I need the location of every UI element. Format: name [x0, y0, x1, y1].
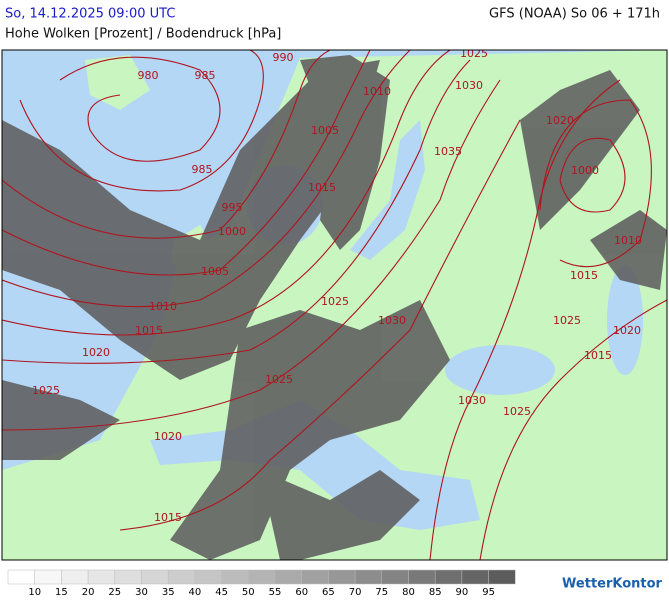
legend-swatch	[434, 569, 463, 585]
legend-label: 45	[215, 587, 228, 598]
legend-swatch	[61, 569, 89, 585]
isobar-label: 1015	[135, 324, 163, 337]
model: GFS (NOAA) So 06 + 171h	[489, 7, 660, 22]
legend-label: 70	[349, 587, 362, 598]
isobar-label: 1010	[614, 234, 642, 247]
legend-swatch	[167, 569, 196, 585]
legend-swatch	[7, 569, 35, 585]
legend-swatch	[87, 569, 116, 585]
caspian	[607, 265, 643, 375]
isobar-label: 1030	[378, 314, 406, 327]
legend-label: 40	[189, 587, 202, 598]
legend-swatch	[488, 569, 516, 585]
legend-label: 55	[269, 587, 282, 598]
isobar-label: 1015	[570, 269, 598, 282]
isobar-label: 985	[192, 163, 213, 176]
legend-label: 35	[162, 587, 175, 598]
clouds	[2, 55, 667, 560]
isobar-label: 1030	[458, 394, 486, 407]
isobar-label: 1020	[613, 324, 641, 337]
isobar-label: 1025	[553, 314, 581, 327]
isobar-label: 1025	[503, 405, 531, 418]
isobar-label: 1025	[321, 295, 349, 308]
isobar-label: 990	[273, 51, 294, 64]
datetime: So, 14.12.2025 09:00 UTC	[5, 7, 175, 22]
land	[85, 55, 150, 110]
isobar-label: 1030	[455, 79, 483, 92]
legend-swatch	[408, 569, 436, 585]
legend-label: 95	[482, 587, 495, 598]
land	[2, 50, 667, 560]
legend-label: 90	[456, 587, 469, 598]
legend-label: 65	[322, 587, 335, 598]
legend-label: 85	[429, 587, 442, 598]
legend-swatch	[301, 569, 329, 585]
isobar-label: 1025	[265, 373, 293, 386]
baltic	[350, 120, 425, 260]
legend-swatch	[381, 569, 409, 585]
legend-swatch	[194, 569, 222, 585]
black-sea	[445, 345, 555, 395]
logo: WetterKontor	[562, 577, 663, 592]
isobar-label: 1000	[571, 164, 599, 177]
isobar-label: 995	[222, 201, 243, 214]
isobar-label: 1025	[32, 384, 60, 397]
legend-swatch	[328, 569, 356, 585]
map: 990 980 985 1025 1030 1010 1020 1005 1035 985 1000…	[1, 47, 668, 561]
isobar-label: 1020	[154, 430, 182, 443]
legend-label: 75	[375, 587, 388, 598]
legend-swatch	[221, 569, 249, 585]
legend-label: 10	[28, 587, 41, 598]
isobar-label: 1020	[82, 346, 110, 359]
legend-label: 80	[402, 587, 415, 598]
legend-swatch	[461, 569, 489, 585]
legend-label: 50	[242, 587, 255, 598]
isobar-label: 980	[138, 69, 159, 82]
isobar-label: 1005	[201, 265, 229, 278]
map-frame	[1, 49, 668, 561]
legend-label: 60	[295, 587, 308, 598]
isobar-label: 985	[195, 69, 216, 82]
legend-label: 20	[82, 587, 95, 598]
legend-label: 25	[108, 587, 121, 598]
isobar-label: 1010	[363, 85, 391, 98]
isobar-label: 1010	[149, 300, 177, 313]
isobar-label: 1015	[308, 181, 336, 194]
isobar-label: 1025	[460, 47, 488, 60]
isobars	[2, 50, 667, 560]
legend-swatch	[114, 569, 142, 585]
title: Hohe Wolken [Prozent] / Bodendruck [hPa]	[5, 27, 281, 42]
legend-swatch	[141, 569, 169, 585]
isobar-label: 1015	[154, 511, 182, 524]
legend-label: 15	[55, 587, 68, 598]
isobar-label: 1005	[311, 124, 339, 137]
isobar-label: 1015	[584, 349, 612, 362]
legend-label: 30	[135, 587, 148, 598]
legend-swatch	[274, 569, 302, 585]
legend-swatch	[34, 569, 62, 585]
legend-swatch	[354, 569, 383, 585]
legend: 10 15 20 25 30 35 40 45 50 55 60 65 70 75 80 85 90 95	[7, 569, 516, 598]
legend-swatch	[248, 569, 276, 585]
isobar-label: 1020	[546, 114, 574, 127]
isobar-label: 1000	[218, 225, 246, 238]
isobar-label: 1035	[434, 145, 462, 158]
